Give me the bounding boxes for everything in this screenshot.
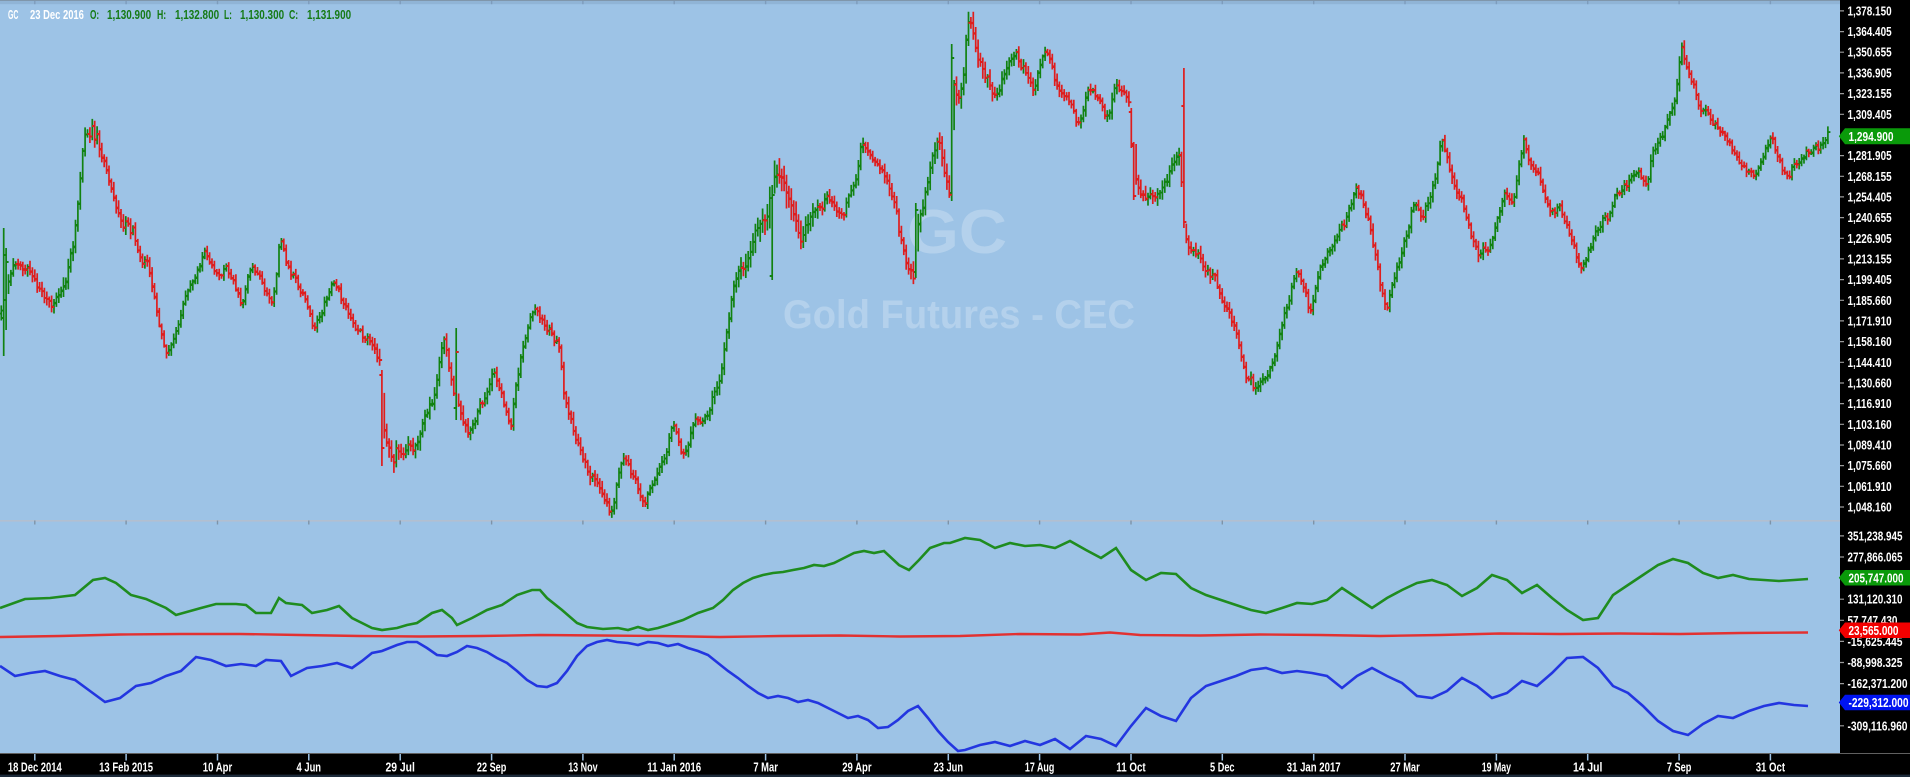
svg-text:1,048.160: 1,048.160 [1848,500,1892,515]
svg-text:1,130.300: 1,130.300 [240,7,284,22]
svg-text:1,281.905: 1,281.905 [1848,148,1892,163]
svg-text:1,350.655: 1,350.655 [1848,45,1892,60]
svg-text:22 Sep: 22 Sep [477,760,506,775]
svg-text:C:: C: [289,7,298,22]
svg-text:1,213.155: 1,213.155 [1848,251,1892,266]
svg-text:351,238.945: 351,238.945 [1848,528,1903,543]
svg-text:14 Jul: 14 Jul [1573,760,1602,775]
svg-text:1,226.905: 1,226.905 [1848,231,1892,246]
svg-text:31 Oct: 31 Oct [1756,760,1786,775]
svg-text:Gold Futures - CEC: Gold Futures - CEC [783,293,1135,337]
svg-text:277,866.065: 277,866.065 [1848,550,1903,565]
svg-text:13 Nov: 13 Nov [568,760,598,775]
svg-text:131,120.310: 131,120.310 [1848,592,1903,607]
svg-text:1,131.900: 1,131.900 [307,7,351,22]
svg-text:23 Jun: 23 Jun [934,760,963,775]
svg-text:O:: O: [90,7,99,22]
svg-text:29 Jul: 29 Jul [386,760,415,775]
svg-text:5 Dec: 5 Dec [1210,760,1235,775]
svg-text:H:: H: [157,7,166,22]
svg-text:1,185.660: 1,185.660 [1848,293,1892,308]
svg-text:1,171.910: 1,171.910 [1848,313,1892,328]
svg-text:13 Feb 2015: 13 Feb 2015 [99,760,153,775]
svg-text:-88,998.325: -88,998.325 [1848,655,1903,670]
svg-text:1,089.410: 1,089.410 [1848,438,1892,453]
svg-text:-162,371.200: -162,371.200 [1848,676,1908,691]
svg-text:1,309.405: 1,309.405 [1848,107,1892,122]
svg-text:27 Mar: 27 Mar [1390,760,1419,775]
svg-text:1,116.910: 1,116.910 [1848,396,1892,411]
svg-text:-309,116.960: -309,116.960 [1848,718,1908,733]
svg-text:1,323.155: 1,323.155 [1848,86,1892,101]
svg-text:1,103.160: 1,103.160 [1848,417,1892,432]
svg-text:7 Sep: 7 Sep [1667,760,1692,775]
svg-text:31 Jan 2017: 31 Jan 2017 [1287,760,1341,775]
svg-text:1,199.405: 1,199.405 [1848,272,1892,287]
svg-text:-229,312.000: -229,312.000 [1849,695,1909,710]
svg-text:1,075.660: 1,075.660 [1848,458,1892,473]
svg-text:1,254.405: 1,254.405 [1848,189,1892,204]
svg-text:17 Aug: 17 Aug [1025,760,1054,775]
svg-text:1,130.900: 1,130.900 [107,7,151,22]
svg-text:1,364.405: 1,364.405 [1848,24,1892,39]
svg-text:1,336.905: 1,336.905 [1848,65,1892,80]
svg-text:11 Oct: 11 Oct [1116,760,1146,775]
svg-text:1,158.160: 1,158.160 [1848,334,1892,349]
svg-text:18 Dec 2014: 18 Dec 2014 [8,760,62,775]
svg-text:1,132.800: 1,132.800 [175,7,219,22]
svg-text:GC: GC [8,7,19,22]
svg-text:205,747.000: 205,747.000 [1849,570,1904,585]
svg-text:1,130.660: 1,130.660 [1848,376,1892,391]
svg-text:23,565.000: 23,565.000 [1849,623,1899,638]
svg-text:4 Jun: 4 Jun [297,760,322,775]
svg-text:1,144.410: 1,144.410 [1848,355,1892,370]
svg-text:19 May: 19 May [1482,760,1512,775]
svg-text:7 Mar: 7 Mar [753,760,778,775]
svg-text:1,378.150: 1,378.150 [1848,3,1892,18]
svg-text:1,061.910: 1,061.910 [1848,479,1892,494]
svg-text:GC: GC [907,198,1007,267]
svg-text:L:: L: [224,7,232,22]
svg-text:23 Dec 2016: 23 Dec 2016 [30,7,84,22]
svg-text:11 Jan 2016: 11 Jan 2016 [647,760,701,775]
svg-text:1,240.655: 1,240.655 [1848,210,1892,225]
svg-text:10 Apr: 10 Apr [203,760,232,775]
svg-text:29 Apr: 29 Apr [842,760,871,775]
svg-text:1,268.155: 1,268.155 [1848,169,1892,184]
svg-text:1,294.900: 1,294.900 [1849,129,1894,144]
